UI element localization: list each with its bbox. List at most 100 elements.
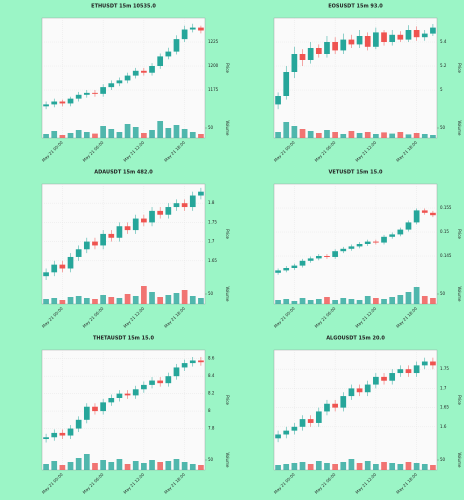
candle-body [324, 256, 330, 257]
volume-bar [315, 133, 322, 138]
volume-bar [405, 462, 412, 470]
y-tick-label: 1200 [208, 63, 219, 68]
volume-bar [67, 133, 74, 138]
volume-bar [108, 129, 115, 138]
candle-body [116, 393, 123, 398]
candle-body [83, 92, 90, 95]
candle-body [198, 360, 204, 363]
volume-bar [132, 461, 139, 470]
candle-body [198, 27, 204, 31]
candle-body [51, 101, 58, 105]
volume-bar [405, 134, 412, 138]
volume-bar [132, 127, 139, 138]
candle-body [59, 432, 66, 436]
volume-bar [51, 461, 58, 470]
y-axis-label: Price [457, 229, 462, 239]
volume-bar [51, 131, 58, 138]
volume-bar [421, 464, 428, 470]
volume-bar [83, 298, 90, 304]
plot-area [273, 17, 438, 139]
candle-body [315, 411, 322, 423]
candle-body [275, 434, 281, 439]
candle-body [165, 207, 172, 215]
candle-body [421, 210, 428, 213]
candle-body [124, 393, 131, 396]
volume-bar [381, 299, 387, 304]
candle-body [421, 33, 428, 38]
volume-bar [83, 454, 90, 470]
volume-bar [348, 299, 355, 304]
volume-bar [165, 295, 172, 304]
candle-body [348, 246, 355, 249]
candle-body [132, 70, 139, 76]
y-axis-label: Price [457, 395, 462, 405]
candle-body [181, 363, 188, 368]
volume-bar [157, 297, 164, 304]
volume-bar [108, 297, 115, 304]
candle-body [389, 34, 396, 42]
volume-bar [100, 126, 106, 138]
candle-body [173, 367, 180, 377]
candle-body [83, 406, 90, 420]
candle-body [373, 32, 379, 47]
candle-body [299, 54, 306, 60]
volume-bar [373, 298, 379, 304]
candle-body [348, 388, 355, 397]
candle-body [149, 380, 155, 385]
candle-body [405, 222, 412, 230]
y-tick-label: 8.6 [208, 356, 215, 361]
y-tick-label: 8.2 [208, 391, 215, 396]
candle-body [324, 403, 330, 412]
candle-body [283, 430, 290, 435]
volume-bar [198, 298, 204, 304]
y-tick-label: 7.8 [208, 426, 215, 431]
volume-bar [430, 135, 436, 138]
candle-body [332, 251, 338, 257]
y-tick-label: 5.2 [440, 63, 447, 68]
y2-axis-label: Volume [225, 287, 230, 302]
candle-body [421, 361, 428, 366]
y-axis-label: Price [457, 63, 462, 73]
candle-body [157, 210, 164, 215]
volume-bar [43, 299, 49, 304]
volume-bar [116, 298, 123, 304]
volume-bar [124, 294, 131, 304]
volume-bar [291, 126, 298, 138]
volume-bar [189, 132, 196, 138]
y2-axis-label: Volume [457, 287, 462, 302]
candle-body [413, 210, 420, 223]
candle-body [43, 104, 49, 107]
volume-bar [116, 459, 123, 470]
y-tick-label: 1.65 [208, 258, 217, 263]
y-tick-label: 8 [208, 408, 211, 413]
candle-body [373, 241, 379, 243]
y-tick-label: 1.7 [440, 385, 447, 390]
candle-body [340, 396, 347, 408]
volume-bar [157, 121, 164, 138]
volume-bar [275, 300, 281, 304]
candle-body [315, 256, 322, 259]
candle-body [373, 376, 379, 385]
candle-body [332, 403, 338, 408]
volume-bar [421, 134, 428, 138]
candle-body [283, 72, 290, 96]
volume-bar [75, 296, 82, 304]
volume-bar [356, 300, 363, 304]
plot-area [273, 349, 438, 471]
y2-tick-label: 50 [208, 291, 214, 296]
y-tick-label: 1.6 [440, 424, 447, 429]
volume-bar [75, 130, 82, 138]
candle-body [116, 226, 123, 238]
candle-body [340, 248, 347, 252]
candle-body [405, 30, 412, 40]
candle-body [189, 195, 196, 208]
volume-bar [149, 460, 155, 470]
volume-bar [315, 461, 322, 470]
candle-body [364, 384, 371, 393]
chart-title: THETAUSDT 15m 15.0 [93, 336, 154, 342]
candle-body [381, 236, 387, 243]
y-tick-label: 1.75 [208, 219, 217, 224]
volume-bar [181, 462, 188, 470]
candle-body [413, 365, 420, 374]
volume-bar [149, 130, 155, 138]
